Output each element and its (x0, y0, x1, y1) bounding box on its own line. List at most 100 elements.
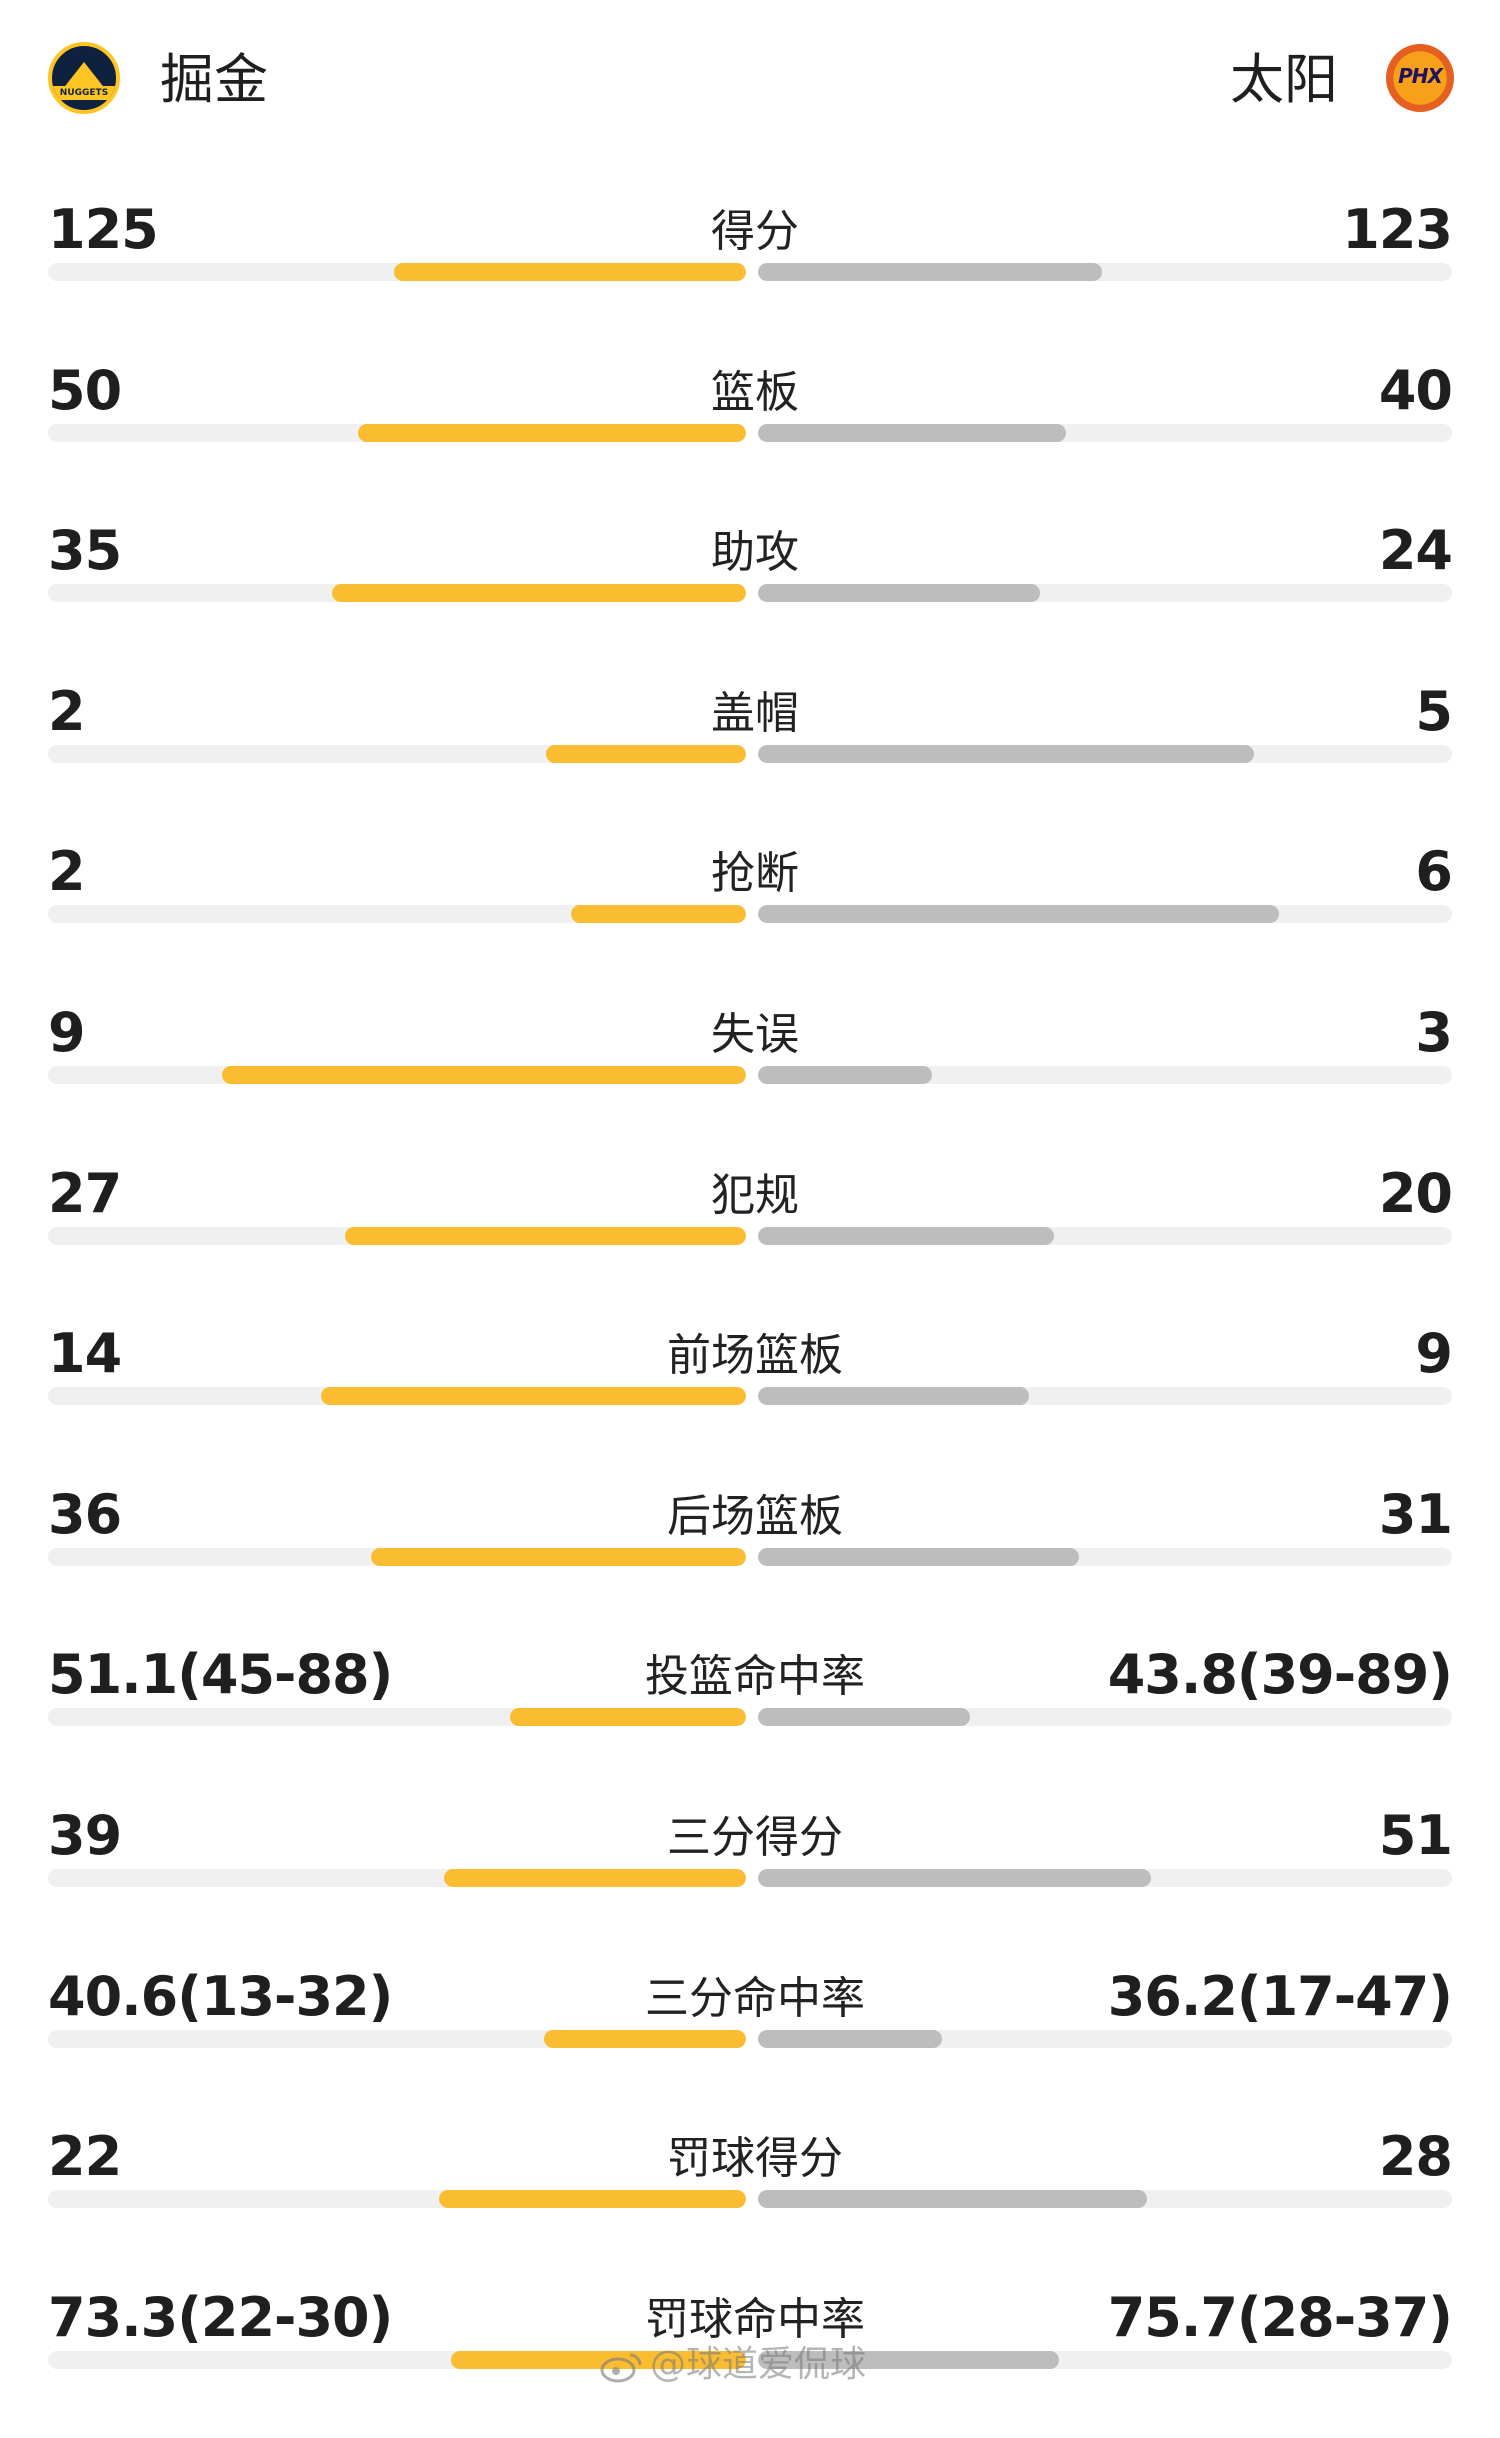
nuggets-logo-icon: NUGGETS (48, 42, 120, 114)
stat-row: 50 篮板 40 (0, 351, 1500, 511)
stat-label: 罚球命中率 (645, 2293, 865, 2345)
away-bar-track (758, 423, 1452, 442)
stat-row: 9 失误 3 (0, 993, 1500, 1153)
home-bar-track (48, 2190, 746, 2209)
home-bar-fill (444, 1869, 746, 1887)
home-stat-value: 9 (48, 1001, 86, 1064)
away-bar-track (758, 905, 1452, 924)
home-stat-value: 40.6(13-32) (48, 1964, 393, 2028)
away-bar-track (758, 2029, 1452, 2048)
home-bar-fill (321, 1387, 746, 1406)
stat-row: 14 前场篮板 9 (0, 1314, 1500, 1474)
away-bar-fill (758, 263, 1102, 281)
away-bar-fill (758, 1708, 970, 1727)
stat-label: 后场篮板 (667, 1490, 843, 1542)
away-bar-track (758, 1547, 1452, 1566)
away-bar-fill (758, 1387, 1029, 1406)
home-bar-track (48, 2029, 746, 2048)
home-bar-track (48, 905, 746, 924)
away-stat-value: 6 (1415, 840, 1453, 904)
home-bar-track (48, 1869, 746, 1887)
home-bar-fill (571, 905, 746, 924)
stat-row: 36 后场篮板 31 (0, 1475, 1500, 1635)
home-stat-value: 27 (48, 1161, 122, 1225)
away-stat-value: 31 (1378, 1482, 1453, 1546)
home-bar-track (48, 1387, 746, 1406)
home-bar-track (48, 1226, 746, 1245)
home-bar-fill (394, 263, 746, 281)
home-stat-value: 73.3(22-30) (48, 2285, 393, 2349)
home-bar-track (48, 744, 746, 763)
stat-row: 22 罚球得分 28 (0, 2117, 1500, 2277)
home-stat-value: 51.1(45-88) (48, 1643, 393, 1707)
stat-row: 2 抢断 6 (0, 832, 1500, 992)
home-bar-track (48, 263, 746, 281)
home-bar-fill (332, 584, 746, 603)
stat-label: 助攻 (711, 527, 799, 579)
away-stat-value: 28 (1378, 2125, 1453, 2189)
home-stat-value: 14 (48, 1322, 122, 1386)
away-bar-track (758, 744, 1452, 763)
away-bar-fill (758, 1226, 1054, 1245)
stat-row: 51.1(45-88) 投篮命中率 43.8(39-89) (0, 1635, 1500, 1795)
away-bar-fill (758, 2190, 1147, 2209)
stat-label: 抢断 (711, 848, 799, 900)
away-bar-track (758, 1066, 1452, 1084)
away-bar-track (758, 584, 1452, 603)
away-bar-track (758, 2350, 1452, 2369)
away-stat-value: 5 (1415, 679, 1453, 743)
stat-label: 投篮命中率 (645, 1651, 865, 1703)
away-bar-track (758, 1226, 1452, 1245)
home-bar-track (48, 1547, 746, 1566)
stat-label: 盖帽 (711, 687, 799, 739)
home-stat-value: 22 (48, 2125, 122, 2189)
stat-row: 27 犯规 20 (0, 1154, 1500, 1314)
stat-label: 篮板 (711, 366, 799, 418)
stat-row: 40.6(13-32) 三分命中率 36.2(17-47) (0, 1957, 1500, 2117)
away-bar-fill (758, 423, 1066, 442)
stat-label: 犯规 (711, 1169, 799, 1221)
stat-row: 39 三分得分 51 (0, 1796, 1500, 1956)
away-bar-fill (758, 744, 1254, 763)
home-bar-fill (546, 744, 746, 763)
home-stat-value: 35 (48, 519, 122, 583)
away-bar-track (758, 1869, 1452, 1887)
stat-label: 前场篮板 (667, 1330, 843, 1382)
stat-label: 罚球得分 (667, 2133, 843, 2185)
home-team-name: 掘金 (160, 48, 268, 111)
home-bar-fill (439, 2190, 746, 2209)
away-bar-fill (758, 905, 1279, 924)
home-stat-value: 2 (48, 679, 86, 743)
stat-label: 得分 (711, 206, 799, 257)
away-bar-fill (758, 1066, 932, 1084)
home-stat-value: 50 (48, 358, 122, 422)
away-stat-value: 75.7(28-37) (1107, 2285, 1453, 2349)
away-stat-value: 43.8(39-89) (1107, 1643, 1453, 1707)
home-stat-value: 125 (48, 198, 159, 261)
home-stat-value: 2 (48, 840, 86, 904)
home-bar-fill (510, 1708, 746, 1727)
home-bar-fill (451, 2350, 746, 2369)
away-bar-track (758, 263, 1452, 281)
home-bar-fill (222, 1066, 746, 1084)
weibo-icon (600, 2353, 642, 2383)
stat-label: 三分命中率 (645, 1972, 865, 2024)
away-bar-fill (758, 2029, 942, 2048)
away-stat-value: 9 (1415, 1322, 1453, 1386)
away-bar-fill (758, 584, 1040, 603)
home-bar-track (48, 1708, 746, 1727)
away-bar-fill (758, 1869, 1151, 1887)
away-stat-value: 24 (1378, 519, 1453, 583)
suns-logo-icon: PHX (1382, 40, 1458, 116)
away-stat-value: 20 (1378, 1161, 1453, 1225)
stat-label: 三分得分 (667, 1812, 843, 1863)
home-bar-fill (345, 1226, 746, 1245)
away-stat-value: 3 (1415, 1001, 1453, 1064)
home-bar-track (48, 584, 746, 603)
stat-label: 失误 (711, 1009, 799, 1060)
stat-row: 2 盖帽 5 (0, 672, 1500, 832)
watermark: @球道爱侃球 (600, 2335, 866, 2387)
away-bar-track (758, 1387, 1452, 1406)
away-bar-fill (758, 1547, 1079, 1566)
away-stat-value: 51 (1378, 1804, 1453, 1867)
